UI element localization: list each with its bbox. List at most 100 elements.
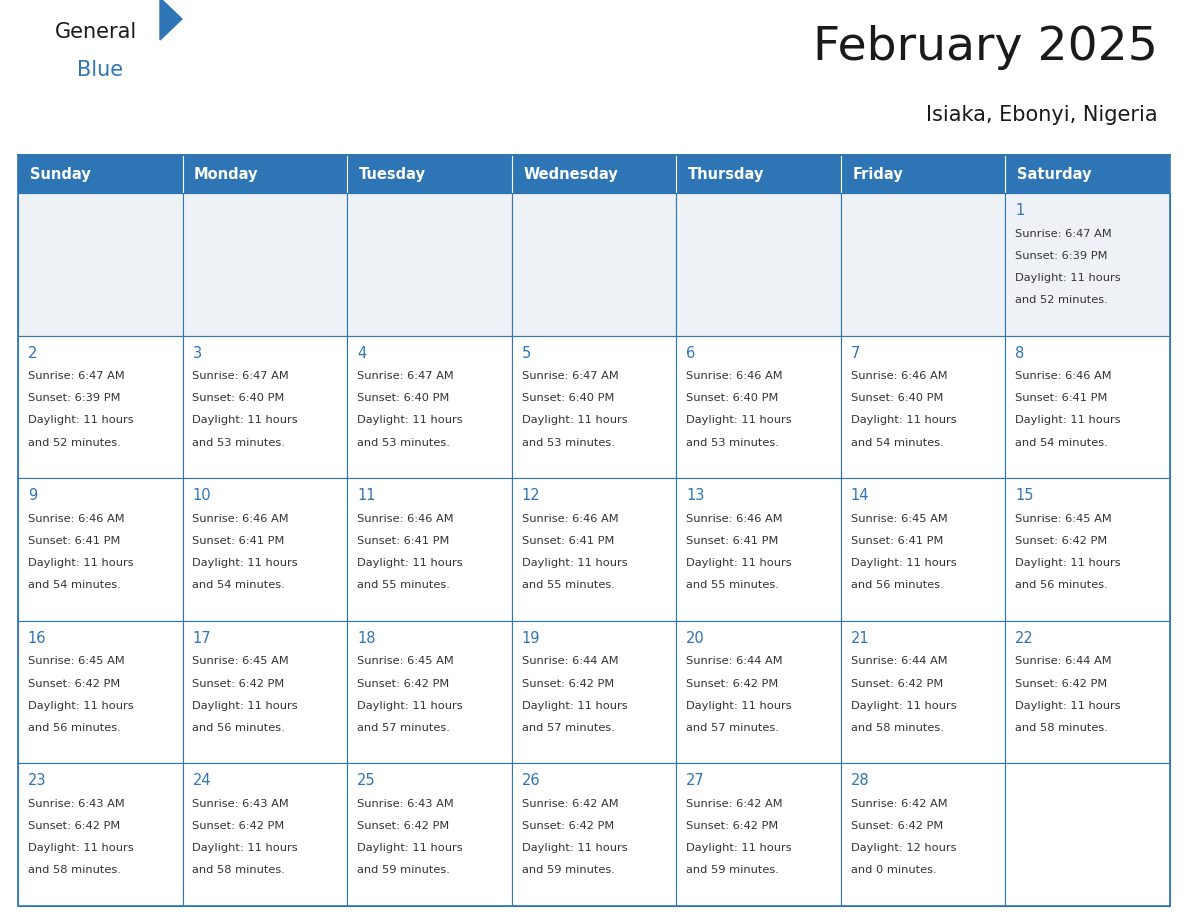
Text: Daylight: 11 hours: Daylight: 11 hours: [522, 844, 627, 853]
Text: and 52 minutes.: and 52 minutes.: [1016, 295, 1108, 305]
Bar: [676, 193, 841, 336]
Bar: [1005, 764, 1170, 906]
Text: Sunrise: 6:44 AM: Sunrise: 6:44 AM: [687, 656, 783, 666]
Text: 10: 10: [192, 488, 211, 503]
Text: 12: 12: [522, 488, 541, 503]
Text: Sunrise: 6:44 AM: Sunrise: 6:44 AM: [1016, 656, 1112, 666]
Text: Sunset: 6:42 PM: Sunset: 6:42 PM: [522, 822, 614, 831]
Text: Daylight: 12 hours: Daylight: 12 hours: [851, 844, 956, 853]
Text: and 59 minutes.: and 59 minutes.: [522, 866, 614, 876]
Bar: [841, 764, 1005, 906]
Text: Daylight: 11 hours: Daylight: 11 hours: [192, 558, 298, 568]
Text: 15: 15: [1016, 488, 1034, 503]
Bar: [1005, 193, 1170, 336]
Bar: [18, 764, 183, 906]
Text: Daylight: 11 hours: Daylight: 11 hours: [192, 700, 298, 711]
Text: February 2025: February 2025: [813, 25, 1158, 70]
Text: Sunrise: 6:43 AM: Sunrise: 6:43 AM: [358, 799, 454, 809]
Text: Daylight: 11 hours: Daylight: 11 hours: [687, 700, 791, 711]
Text: Sunset: 6:42 PM: Sunset: 6:42 PM: [687, 678, 778, 688]
Bar: [676, 155, 841, 193]
Bar: [841, 621, 1005, 764]
Text: Sunrise: 6:46 AM: Sunrise: 6:46 AM: [27, 514, 125, 524]
Bar: [183, 478, 347, 621]
Bar: [183, 336, 347, 478]
Text: 11: 11: [358, 488, 375, 503]
Bar: [841, 478, 1005, 621]
Bar: [18, 336, 183, 478]
Text: Daylight: 11 hours: Daylight: 11 hours: [192, 416, 298, 425]
Text: 1: 1: [1016, 203, 1024, 218]
Bar: [512, 478, 676, 621]
Text: Thursday: Thursday: [688, 166, 764, 182]
Text: Friday: Friday: [852, 166, 903, 182]
Text: Monday: Monday: [194, 166, 259, 182]
Text: Sunset: 6:42 PM: Sunset: 6:42 PM: [358, 678, 449, 688]
Bar: [18, 155, 1170, 906]
Text: Daylight: 11 hours: Daylight: 11 hours: [1016, 700, 1121, 711]
Text: Daylight: 11 hours: Daylight: 11 hours: [851, 416, 956, 425]
Text: 17: 17: [192, 631, 211, 645]
Text: and 59 minutes.: and 59 minutes.: [687, 866, 779, 876]
Text: Sunrise: 6:47 AM: Sunrise: 6:47 AM: [522, 371, 618, 381]
Text: and 55 minutes.: and 55 minutes.: [687, 580, 779, 590]
Text: Daylight: 11 hours: Daylight: 11 hours: [27, 700, 133, 711]
Text: Sunrise: 6:44 AM: Sunrise: 6:44 AM: [851, 656, 947, 666]
Text: and 53 minutes.: and 53 minutes.: [687, 438, 779, 448]
Text: Daylight: 11 hours: Daylight: 11 hours: [27, 416, 133, 425]
Text: Sunday: Sunday: [30, 166, 90, 182]
Bar: [512, 764, 676, 906]
Text: Sunrise: 6:45 AM: Sunrise: 6:45 AM: [851, 514, 948, 524]
Text: 25: 25: [358, 773, 375, 789]
Text: Isiaka, Ebonyi, Nigeria: Isiaka, Ebonyi, Nigeria: [927, 105, 1158, 125]
Text: Daylight: 11 hours: Daylight: 11 hours: [27, 558, 133, 568]
Bar: [183, 621, 347, 764]
Text: 19: 19: [522, 631, 541, 645]
Text: and 54 minutes.: and 54 minutes.: [1016, 438, 1108, 448]
Text: 3: 3: [192, 345, 202, 361]
Text: 4: 4: [358, 345, 366, 361]
Text: 2: 2: [27, 345, 37, 361]
Bar: [183, 764, 347, 906]
Text: Sunset: 6:40 PM: Sunset: 6:40 PM: [687, 393, 778, 403]
Text: Daylight: 11 hours: Daylight: 11 hours: [1016, 416, 1121, 425]
Text: and 57 minutes.: and 57 minutes.: [687, 722, 779, 733]
Text: 16: 16: [27, 631, 46, 645]
Text: Sunset: 6:40 PM: Sunset: 6:40 PM: [192, 393, 285, 403]
Bar: [18, 478, 183, 621]
Text: Blue: Blue: [77, 60, 124, 80]
Text: 9: 9: [27, 488, 37, 503]
Text: and 56 minutes.: and 56 minutes.: [851, 580, 943, 590]
Text: Sunrise: 6:45 AM: Sunrise: 6:45 AM: [27, 656, 125, 666]
Text: Sunrise: 6:45 AM: Sunrise: 6:45 AM: [1016, 514, 1112, 524]
Bar: [183, 193, 347, 336]
Text: Sunset: 6:42 PM: Sunset: 6:42 PM: [27, 822, 120, 831]
Text: Wednesday: Wednesday: [523, 166, 618, 182]
Text: Sunset: 6:39 PM: Sunset: 6:39 PM: [27, 393, 120, 403]
Text: Sunset: 6:40 PM: Sunset: 6:40 PM: [522, 393, 614, 403]
Bar: [18, 621, 183, 764]
Text: Daylight: 11 hours: Daylight: 11 hours: [192, 844, 298, 853]
Text: 20: 20: [687, 631, 704, 645]
Text: Sunset: 6:40 PM: Sunset: 6:40 PM: [358, 393, 449, 403]
Bar: [347, 764, 512, 906]
Bar: [18, 155, 183, 193]
Text: Sunset: 6:42 PM: Sunset: 6:42 PM: [851, 822, 943, 831]
Bar: [1005, 155, 1170, 193]
Text: Sunset: 6:42 PM: Sunset: 6:42 PM: [851, 678, 943, 688]
Text: Sunset: 6:41 PM: Sunset: 6:41 PM: [192, 536, 285, 546]
Text: Sunset: 6:42 PM: Sunset: 6:42 PM: [27, 678, 120, 688]
Text: 8: 8: [1016, 345, 1024, 361]
Text: Sunrise: 6:45 AM: Sunrise: 6:45 AM: [358, 656, 454, 666]
Text: 6: 6: [687, 345, 695, 361]
Text: and 53 minutes.: and 53 minutes.: [358, 438, 450, 448]
Text: Sunrise: 6:43 AM: Sunrise: 6:43 AM: [192, 799, 289, 809]
Bar: [676, 478, 841, 621]
Text: Sunset: 6:42 PM: Sunset: 6:42 PM: [358, 822, 449, 831]
Text: Sunset: 6:41 PM: Sunset: 6:41 PM: [851, 536, 943, 546]
Text: and 55 minutes.: and 55 minutes.: [358, 580, 450, 590]
Bar: [512, 621, 676, 764]
Text: Daylight: 11 hours: Daylight: 11 hours: [522, 416, 627, 425]
Text: Sunrise: 6:46 AM: Sunrise: 6:46 AM: [522, 514, 618, 524]
Text: Daylight: 11 hours: Daylight: 11 hours: [358, 844, 462, 853]
